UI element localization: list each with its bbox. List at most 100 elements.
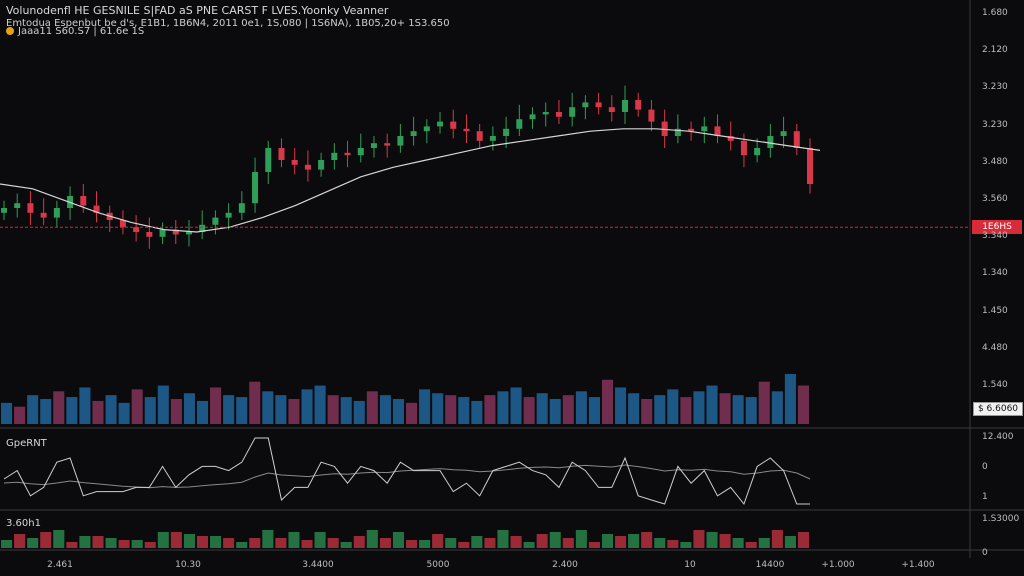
candle-body — [304, 164, 311, 170]
histogram-bar — [170, 532, 182, 548]
candle-body — [582, 102, 589, 108]
histogram-bar — [419, 540, 431, 548]
volume-bar — [170, 399, 182, 424]
candle-body — [622, 100, 629, 112]
volume-bar — [432, 393, 444, 424]
histogram-bar — [497, 530, 509, 548]
candle-body — [463, 128, 470, 132]
histogram-bar — [379, 538, 391, 548]
volume-bar — [497, 391, 509, 424]
volume-bar — [105, 395, 117, 424]
histogram-bar — [706, 532, 718, 548]
volume-bar — [784, 374, 796, 424]
volume-bar — [615, 387, 627, 424]
histogram-bar — [262, 530, 274, 548]
histogram-bar — [588, 542, 600, 548]
candle-body — [225, 212, 232, 218]
volume-bar — [262, 391, 274, 424]
candle-body — [80, 196, 87, 206]
histogram-bar — [445, 538, 457, 548]
volume-bar — [471, 400, 483, 424]
volume-bar — [249, 381, 261, 424]
time-axis-label: +1.000 — [821, 560, 855, 570]
oscillator-axis-label: 12.400 — [982, 432, 1014, 442]
histogram-bar — [210, 536, 222, 548]
time-axis-label: 2.400 — [552, 560, 578, 570]
candle-body — [727, 136, 734, 141]
volume-bar — [353, 400, 365, 424]
histogram-bar — [406, 540, 418, 548]
volume-bar — [366, 391, 378, 424]
candle-body — [740, 140, 747, 156]
volume-bar — [562, 395, 574, 424]
candle-body — [265, 148, 272, 172]
moving-average-line — [0, 128, 821, 233]
histogram-bar — [758, 538, 770, 548]
bottom-pane-label: 3.60h1 — [6, 518, 41, 529]
histogram-bar — [131, 540, 143, 548]
volume-bar — [549, 399, 561, 424]
bottom-axis-label: 0 — [982, 548, 988, 558]
histogram-bar — [471, 536, 483, 548]
histogram-bar — [157, 532, 169, 548]
candle-body — [516, 119, 523, 129]
time-axis-label: 5000 — [426, 560, 450, 570]
candle-body — [688, 128, 695, 132]
candle-body — [119, 220, 126, 228]
volume-bar — [445, 395, 457, 424]
volume-bar — [706, 385, 718, 424]
histogram-bar — [654, 538, 666, 548]
histogram-bar — [92, 536, 104, 548]
histogram-bar — [1, 540, 13, 548]
candle-body — [331, 152, 338, 160]
histogram-bar — [575, 530, 587, 548]
volume-bar — [588, 397, 600, 424]
volume-bar — [288, 399, 300, 424]
candle-body — [529, 114, 536, 120]
candle-body — [40, 212, 47, 218]
candle-body — [450, 121, 457, 129]
price-axis-label: 4.480 — [982, 342, 1008, 353]
candle-body — [674, 128, 681, 136]
candle-body — [542, 112, 549, 115]
volume-bar — [510, 387, 522, 424]
volume-bar — [144, 397, 156, 424]
histogram-bar — [680, 542, 692, 548]
histogram-bar — [771, 530, 783, 548]
bottom-axis-label: 1.S3000 — [982, 514, 1020, 524]
price-axis-label: 1.450 — [982, 305, 1008, 316]
volume-bar — [406, 402, 418, 424]
candle-body — [767, 136, 774, 148]
volume-bar — [92, 400, 104, 424]
candle-body — [278, 148, 285, 160]
histogram-bar — [79, 536, 91, 548]
volume-bar — [667, 389, 679, 424]
price-axis-label: 2.120 — [982, 45, 1008, 56]
volume-bar — [40, 399, 52, 424]
histogram-bar — [549, 532, 561, 548]
volume-bar — [1, 402, 13, 424]
histogram-bar — [27, 538, 39, 548]
candle-body — [252, 172, 259, 204]
price-axis-label: 3.340 — [982, 231, 1008, 242]
histogram-bar — [14, 534, 26, 548]
histogram-bar — [118, 540, 130, 548]
candle-body — [53, 208, 60, 218]
histogram-bar — [667, 540, 679, 548]
volume-bar — [641, 399, 653, 424]
candle-body — [701, 126, 708, 132]
indicator-values: Jaaa11 S60.S7 | 61.6e 1S — [18, 26, 145, 37]
candle-body — [238, 203, 245, 213]
candle-body — [14, 203, 21, 208]
candle-body — [648, 109, 655, 122]
volume-bar — [693, 391, 705, 424]
histogram-bar — [484, 538, 496, 548]
candle-body — [793, 131, 800, 148]
ohlc-readout: Emtodua Espenbut be d's, E1B1, 1B6N4, 20… — [6, 18, 450, 29]
histogram-bar — [523, 542, 535, 548]
oscillator-line — [3, 437, 810, 506]
histogram-bar — [732, 538, 744, 548]
indicator-dot-icon — [6, 27, 14, 35]
